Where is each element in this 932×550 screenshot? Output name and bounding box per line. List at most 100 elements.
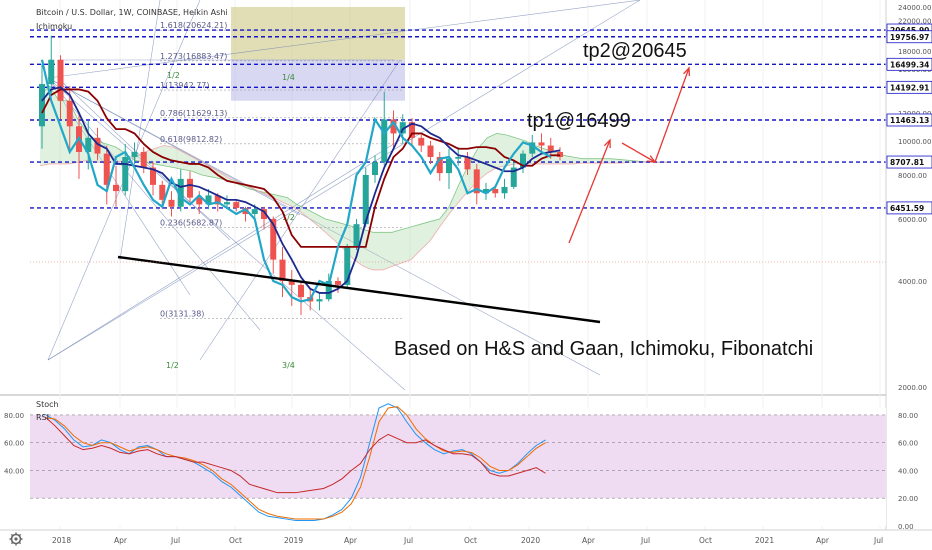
projection-arrow-1-head <box>603 138 611 149</box>
price-tick-label: 8000.00 <box>898 172 927 180</box>
candle-body <box>547 145 554 152</box>
gann-fan-line <box>47 77 261 331</box>
projection-arrow-3-head <box>683 66 691 77</box>
candle-body <box>464 156 471 170</box>
candle-body <box>233 202 240 208</box>
candle-body <box>381 119 388 163</box>
time-tick-label: Apr <box>344 536 358 545</box>
price-tick-label: 4000.00 <box>898 278 927 286</box>
osc-tick-label-left: 40.00 <box>4 467 24 475</box>
price-level-tag-label: 19756.97 <box>890 33 929 42</box>
price-tick-label: 2000.00 <box>898 384 927 392</box>
price-level-tag <box>886 113 932 127</box>
gear-icon[interactable] <box>9 532 23 546</box>
candle-body <box>48 59 55 85</box>
candle-body <box>214 195 221 205</box>
price-tick-label: 18000.00 <box>898 48 931 56</box>
candle-body <box>66 100 73 127</box>
candle-body <box>131 151 138 157</box>
candle-body <box>298 284 304 298</box>
time-tick-label: 2018 <box>52 536 71 545</box>
tp2-annotation: tp2@20645 <box>583 40 687 62</box>
candle-body <box>187 178 193 198</box>
candle-body <box>251 209 258 214</box>
candle-body <box>418 137 425 146</box>
candle-body <box>353 224 360 247</box>
price-level-tag-label: 6451.59 <box>890 204 924 213</box>
price-tick-label: 10000.00 <box>898 138 931 146</box>
gann-fan-line <box>199 59 401 361</box>
rsi-label: RSI <box>36 413 49 422</box>
fib-level-label: 1.618(20624.21) <box>160 21 227 30</box>
price-level-tag-label: 11463.13 <box>890 116 929 125</box>
candle-body <box>409 122 415 138</box>
gann-box <box>231 59 405 101</box>
candle-body <box>473 169 480 194</box>
kijun-sen-line <box>41 88 560 248</box>
time-tick-label: Apr <box>582 536 596 545</box>
time-tick-label: Jul <box>403 536 413 545</box>
candle-body <box>483 189 489 194</box>
price-axis <box>886 0 932 530</box>
candle-body <box>279 259 286 282</box>
candle-body <box>390 119 397 134</box>
price-level-tag <box>886 57 932 71</box>
candle-body <box>196 197 203 205</box>
candle-body <box>427 145 434 157</box>
candle-body <box>492 189 499 194</box>
gann-fan-line <box>47 77 601 376</box>
candle-body <box>242 207 249 214</box>
candle-body <box>372 162 378 176</box>
tenkan-sen-line <box>41 86 561 294</box>
price-tick-label: 22000.00 <box>898 17 931 25</box>
candle-body <box>205 195 212 205</box>
osc-tick-label-left: 80.00 <box>4 412 24 420</box>
gann-fan-line <box>47 0 641 361</box>
fib-level-label: 0(3131.38) <box>160 309 204 318</box>
price-level-tag-label: 14192.91 <box>890 83 929 92</box>
price-level-tag <box>886 30 932 44</box>
time-tick-label: Oct <box>229 536 242 545</box>
indicator-label: Ichimoku <box>36 22 73 31</box>
candle-body <box>446 158 452 174</box>
gann-label: 1/2 <box>166 361 179 370</box>
gann-label: 1/2 <box>282 213 295 222</box>
time-tick-label: 2019 <box>284 536 303 545</box>
chikou-span-line <box>40 59 552 303</box>
gann-fan-line <box>47 0 641 79</box>
candle-body <box>362 175 369 225</box>
price-level-tag-label: 8707.81 <box>890 158 924 167</box>
time-tick-label: Apr <box>114 536 128 545</box>
osc-tick-label-right: 40.00 <box>898 467 918 475</box>
time-tick-label: Oct <box>464 536 477 545</box>
stoch-d-line <box>45 406 546 520</box>
fib-level-label: 0.786(11629.13) <box>160 109 227 118</box>
price-tick-label: 6000.00 <box>898 216 927 224</box>
candle-body <box>122 156 129 192</box>
candle-body <box>529 142 536 154</box>
projection-arrow-3 <box>654 67 690 163</box>
gann-box <box>231 7 405 60</box>
candle-body <box>335 281 341 285</box>
time-tick-label: Jul <box>170 536 180 545</box>
head-shoulders-neckline <box>117 255 601 324</box>
candle-body <box>344 246 351 285</box>
candle-body <box>510 167 517 187</box>
candle-body <box>270 218 277 260</box>
gann-fan-line <box>47 77 406 391</box>
gann-label: 3/4 <box>282 361 295 370</box>
osc-tick-label-right: 20.00 <box>898 495 918 503</box>
stoch-label: Stoch <box>36 400 59 409</box>
fib-level-label: 1(13942.77) <box>160 81 210 90</box>
osc-tick-label-right: 60.00 <box>898 440 918 448</box>
candle-body <box>94 137 101 154</box>
fib-level-label: 0.236(5682.87) <box>160 218 222 227</box>
candle-body <box>455 156 462 159</box>
candle-body <box>103 153 110 185</box>
time-tick-label: Apr <box>816 536 830 545</box>
oscillator-band <box>30 414 886 499</box>
candle-body <box>140 151 147 168</box>
candle-body <box>39 84 45 127</box>
candle-body <box>159 184 166 200</box>
